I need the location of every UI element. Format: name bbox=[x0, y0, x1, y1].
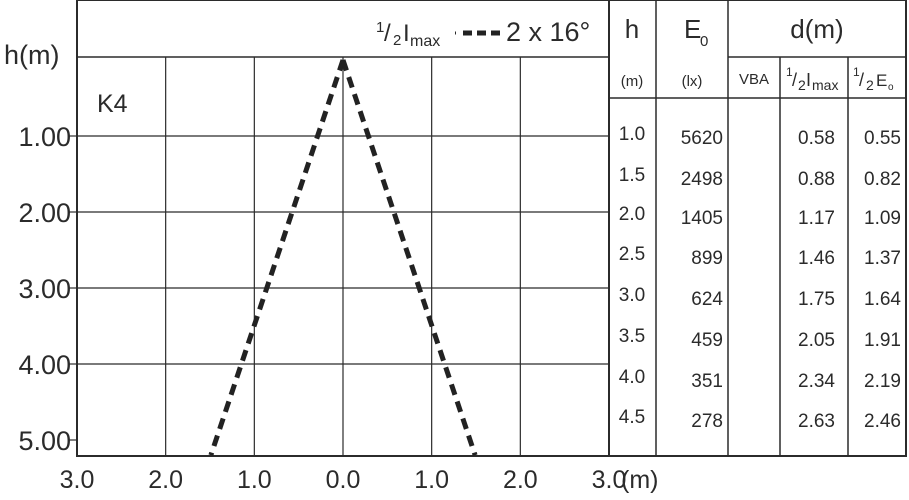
table-cell-d-e0: 2.19 bbox=[864, 371, 901, 392]
table-cell-d-imax: 1.17 bbox=[798, 208, 835, 229]
beam-line-left bbox=[208, 59, 346, 456]
table-header-h: h bbox=[625, 14, 639, 44]
table-cell-h: 1.5 bbox=[619, 165, 645, 186]
table-cell-h: 2.0 bbox=[619, 204, 645, 225]
table-cell-d-imax: 2.05 bbox=[798, 330, 835, 351]
table-header-e0-sub: 0 bbox=[700, 33, 708, 50]
table-unit-e0-den: 2 bbox=[866, 77, 874, 93]
table-cell-e0: 351 bbox=[691, 371, 723, 392]
legend-symbol-i: I bbox=[403, 20, 410, 47]
table-unit-e0-num: 1 bbox=[853, 65, 860, 79]
table-unit-imax-num: 1 bbox=[786, 65, 793, 79]
x-tick-label: 3.0 bbox=[60, 466, 95, 494]
beam-line-right bbox=[340, 59, 478, 456]
table-cell-e0: 459 bbox=[691, 330, 723, 351]
table-unit-h: (m) bbox=[621, 73, 644, 90]
table-cell-d-imax: 2.63 bbox=[798, 411, 835, 432]
y-axis-label: h(m) bbox=[4, 40, 60, 70]
table-cell-d-imax: 0.88 bbox=[798, 169, 835, 190]
y-tick-label: 1.00 bbox=[18, 122, 71, 152]
table-unit-imax-sub: max bbox=[812, 77, 838, 93]
table-cell-h: 4.0 bbox=[619, 367, 645, 388]
table-cell-d-imax: 0.58 bbox=[798, 128, 835, 149]
table-cell-d-e0: 0.82 bbox=[864, 169, 901, 190]
table-cell-e0: 899 bbox=[691, 248, 723, 269]
table-cell-e0: 5620 bbox=[681, 128, 723, 149]
table-cell-d-e0: 1.09 bbox=[864, 208, 901, 229]
table-unit-imax-den: 2 bbox=[798, 77, 806, 93]
table-unit-e0: (lx) bbox=[682, 73, 703, 90]
y-tick-label: 4.00 bbox=[18, 350, 71, 380]
table-unit-vba: VBA bbox=[739, 71, 769, 88]
legend-beam-text: 2 x 16° bbox=[506, 17, 590, 47]
table-cell-h: 3.0 bbox=[619, 285, 645, 306]
legend-sub-2: 2 bbox=[393, 32, 401, 49]
table-unit-e0-slash: / bbox=[859, 70, 864, 90]
table-cell-d-e0: 1.37 bbox=[864, 248, 901, 269]
table-cell-e0: 1405 bbox=[681, 208, 723, 229]
table-cell-d-imax: 2.34 bbox=[798, 371, 835, 392]
y-tick-label: 2.00 bbox=[18, 198, 71, 228]
y-tick-label: 5.00 bbox=[18, 426, 71, 456]
table-cell-d-e0: 1.91 bbox=[864, 330, 901, 351]
legend-sup-1: 1 bbox=[376, 19, 384, 36]
table-unit-imax-slash: / bbox=[792, 70, 797, 90]
legend-slash: / bbox=[384, 20, 391, 47]
x-tick-label: 1.0 bbox=[237, 466, 272, 494]
table-cell-d-e0: 0.55 bbox=[864, 128, 901, 149]
table-cell-e0: 624 bbox=[691, 289, 723, 310]
x-tick-label: 0.0 bbox=[326, 466, 361, 494]
y-tick-label: 3.00 bbox=[18, 274, 71, 304]
table-cell-d-e0: 2.46 bbox=[864, 411, 901, 432]
table-cell-e0: 278 bbox=[691, 411, 723, 432]
x-tick-label: 2.0 bbox=[148, 466, 183, 494]
table-cell-h: 1.0 bbox=[619, 124, 645, 145]
table-frame bbox=[608, 0, 907, 457]
x-tick-label: 2.0 bbox=[503, 466, 538, 494]
table-unit-e0-sub: o bbox=[888, 82, 894, 93]
table-header-e0: E bbox=[684, 14, 701, 44]
table-cell-d-imax: 1.46 bbox=[798, 248, 835, 269]
x-axis-unit: (m) bbox=[621, 466, 658, 494]
table-cell-e0: 2498 bbox=[681, 169, 723, 190]
table-unit-imax-i: I bbox=[806, 70, 811, 90]
table-cell-h: 2.5 bbox=[619, 244, 645, 265]
x-tick-label: 1.0 bbox=[414, 466, 449, 494]
table-cell-d-e0: 1.64 bbox=[864, 289, 901, 310]
luminaire-label: K4 bbox=[97, 90, 128, 118]
table-header-d: d(m) bbox=[790, 14, 843, 44]
x-tick-label: 3.0 bbox=[592, 466, 627, 494]
table-cell-d-imax: 1.75 bbox=[798, 289, 835, 310]
table-cell-h: 3.5 bbox=[619, 326, 645, 347]
legend-sub-max: max bbox=[410, 33, 440, 50]
table-cell-h: 4.5 bbox=[619, 407, 645, 428]
table-unit-e0-e: E bbox=[876, 71, 887, 90]
